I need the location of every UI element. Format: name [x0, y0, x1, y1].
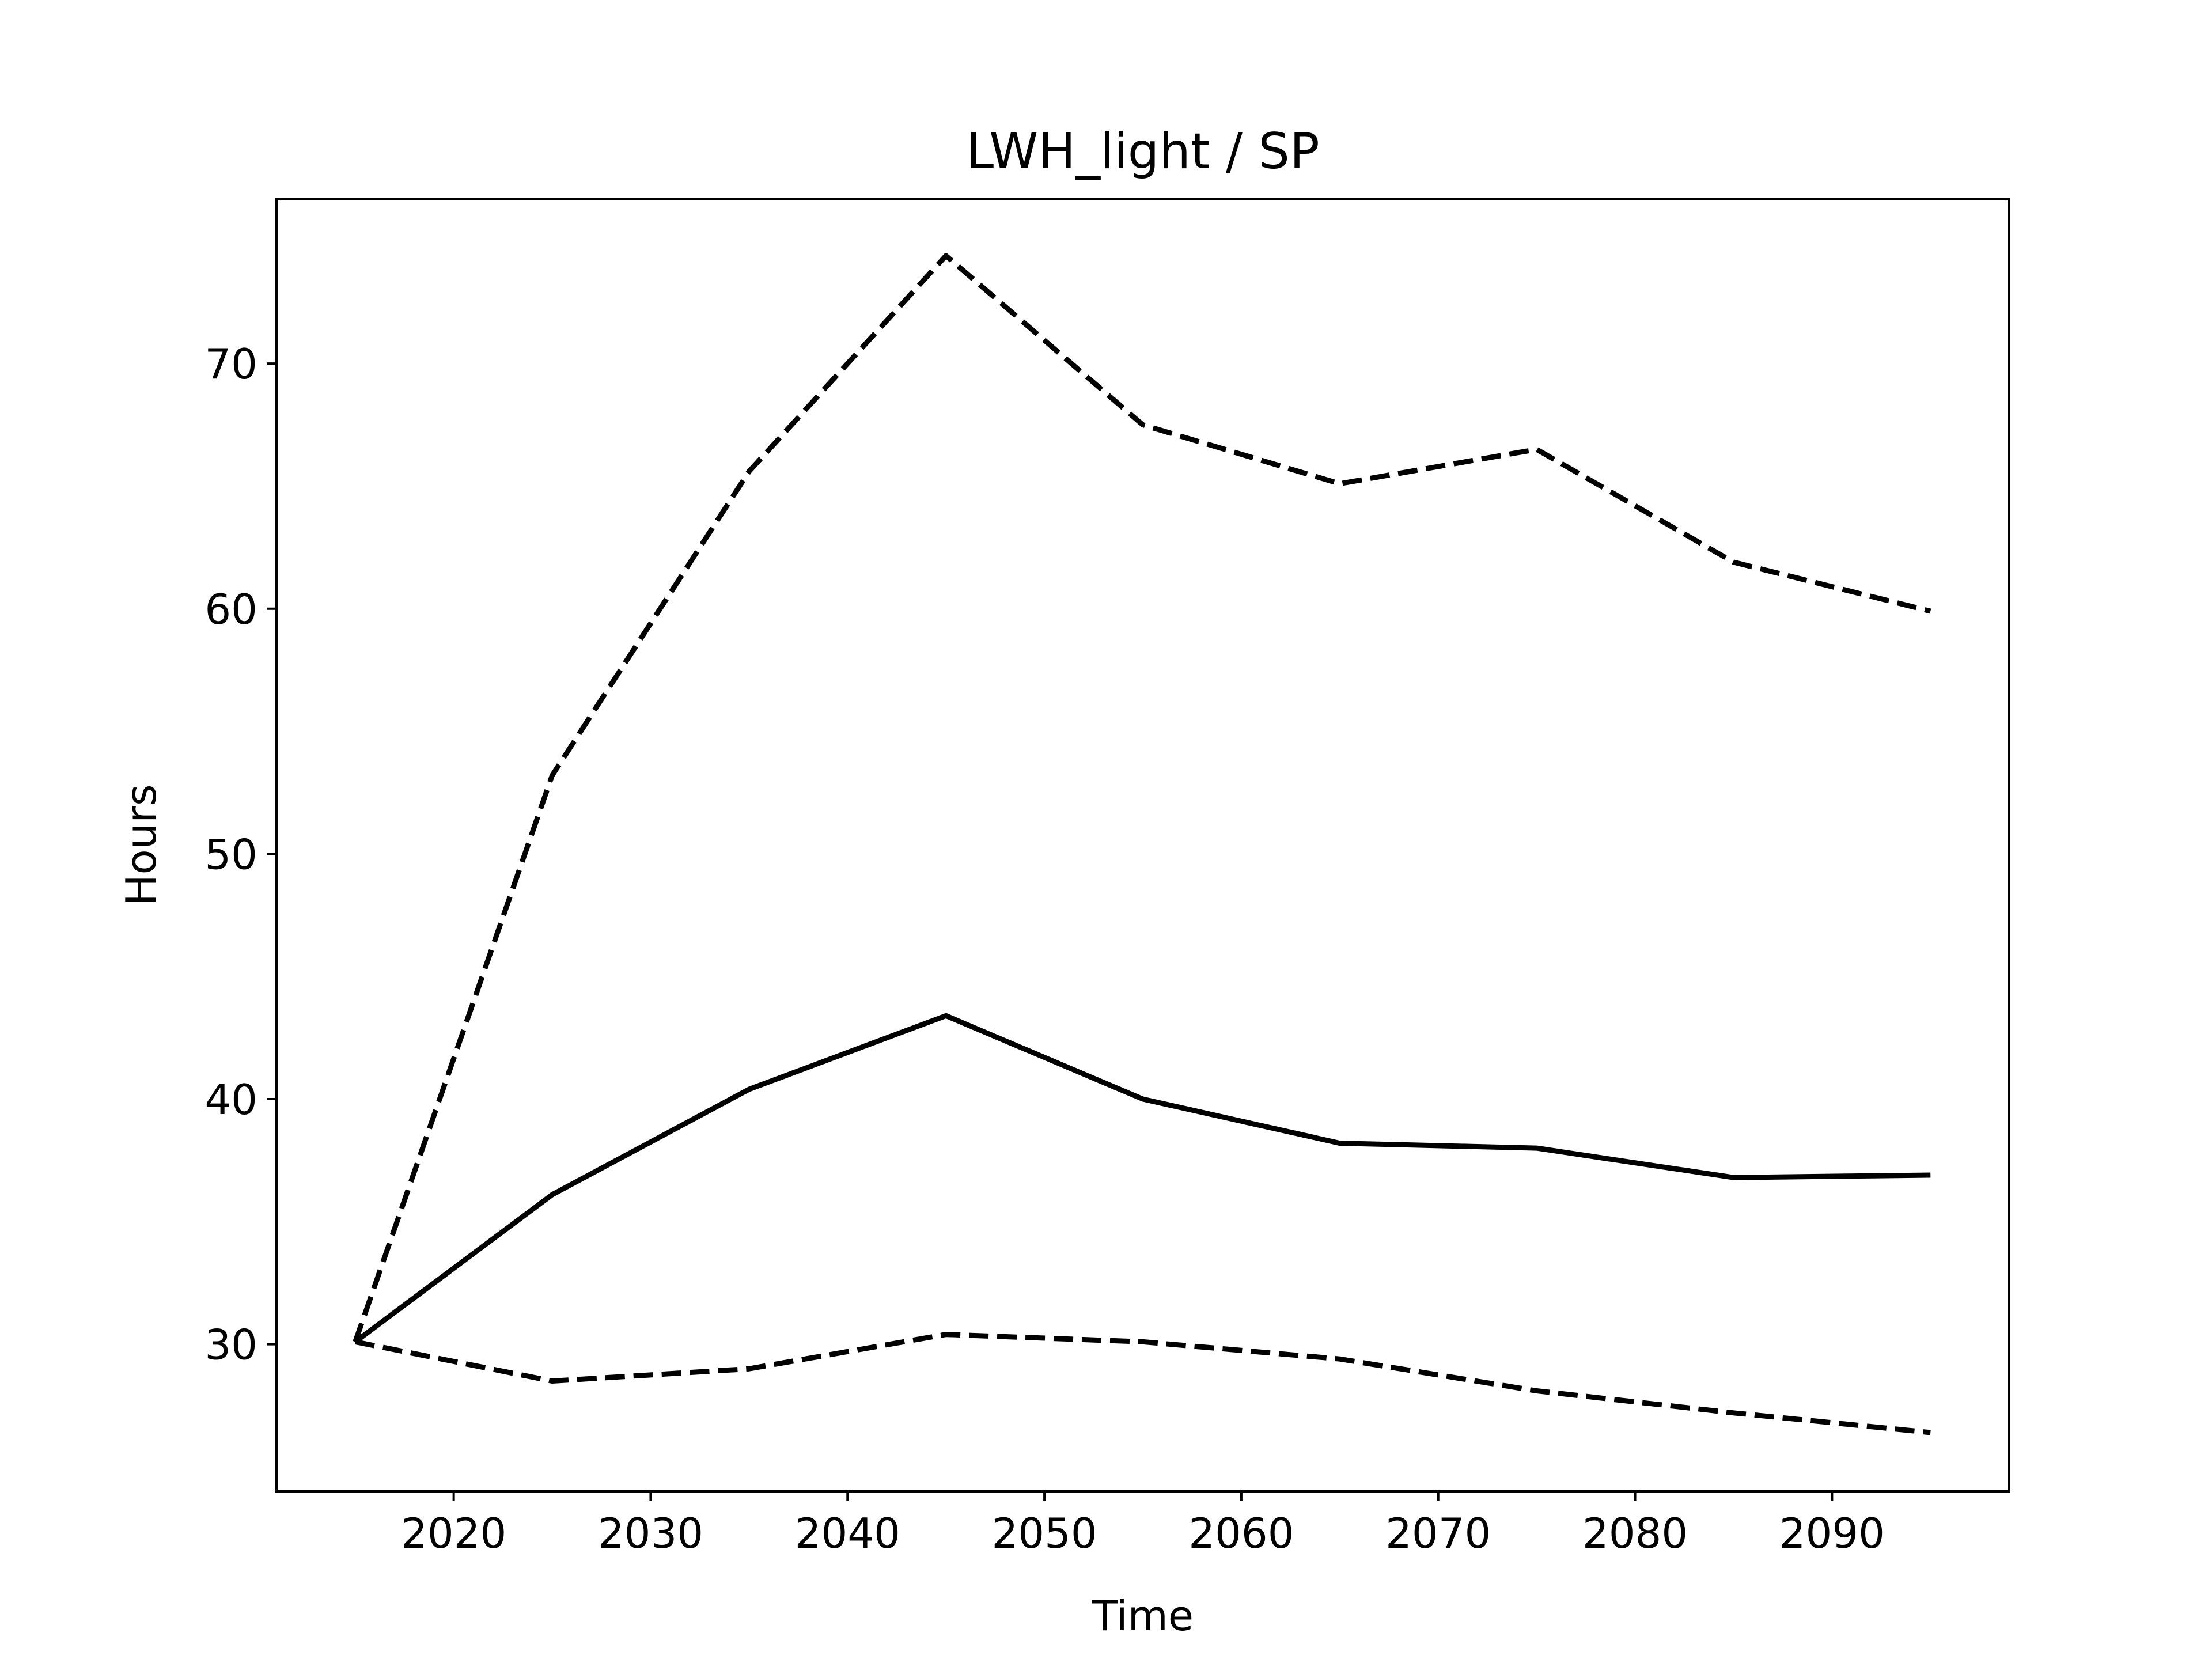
y-tick-label: 60 [204, 585, 257, 634]
series-line-2 [353, 253, 1931, 1343]
plot-area [353, 253, 1931, 1435]
x-axis: 2020 2030 2040 2050 2060 2070 2080 2090 [401, 1491, 1885, 1558]
axes-frame [275, 198, 2010, 1493]
chart-title: LWH_light / SP [966, 123, 1319, 180]
x-tick-label: 2080 [1582, 1509, 1688, 1558]
y-tick-label: 40 [204, 1075, 257, 1124]
series-line-3 [354, 1332, 1931, 1435]
x-tick-label: 2030 [598, 1509, 703, 1558]
x-tick-label: 2050 [991, 1509, 1097, 1558]
x-axis-label: Time [1092, 1592, 1194, 1640]
x-tick-label: 2020 [401, 1509, 506, 1558]
x-tick-label: 2070 [1385, 1509, 1491, 1558]
y-tick-label: 50 [204, 830, 257, 878]
series-line-1 [354, 1013, 1931, 1344]
x-tick-label: 2060 [1188, 1509, 1294, 1558]
x-tick-label: 2090 [1779, 1509, 1885, 1558]
y-axis-label: Hours [117, 785, 165, 906]
y-tick-label: 30 [204, 1321, 257, 1369]
y-tick-label: 70 [204, 340, 257, 388]
x-tick-label: 2040 [795, 1509, 900, 1558]
y-axis: 30 40 50 60 70 [204, 340, 276, 1369]
